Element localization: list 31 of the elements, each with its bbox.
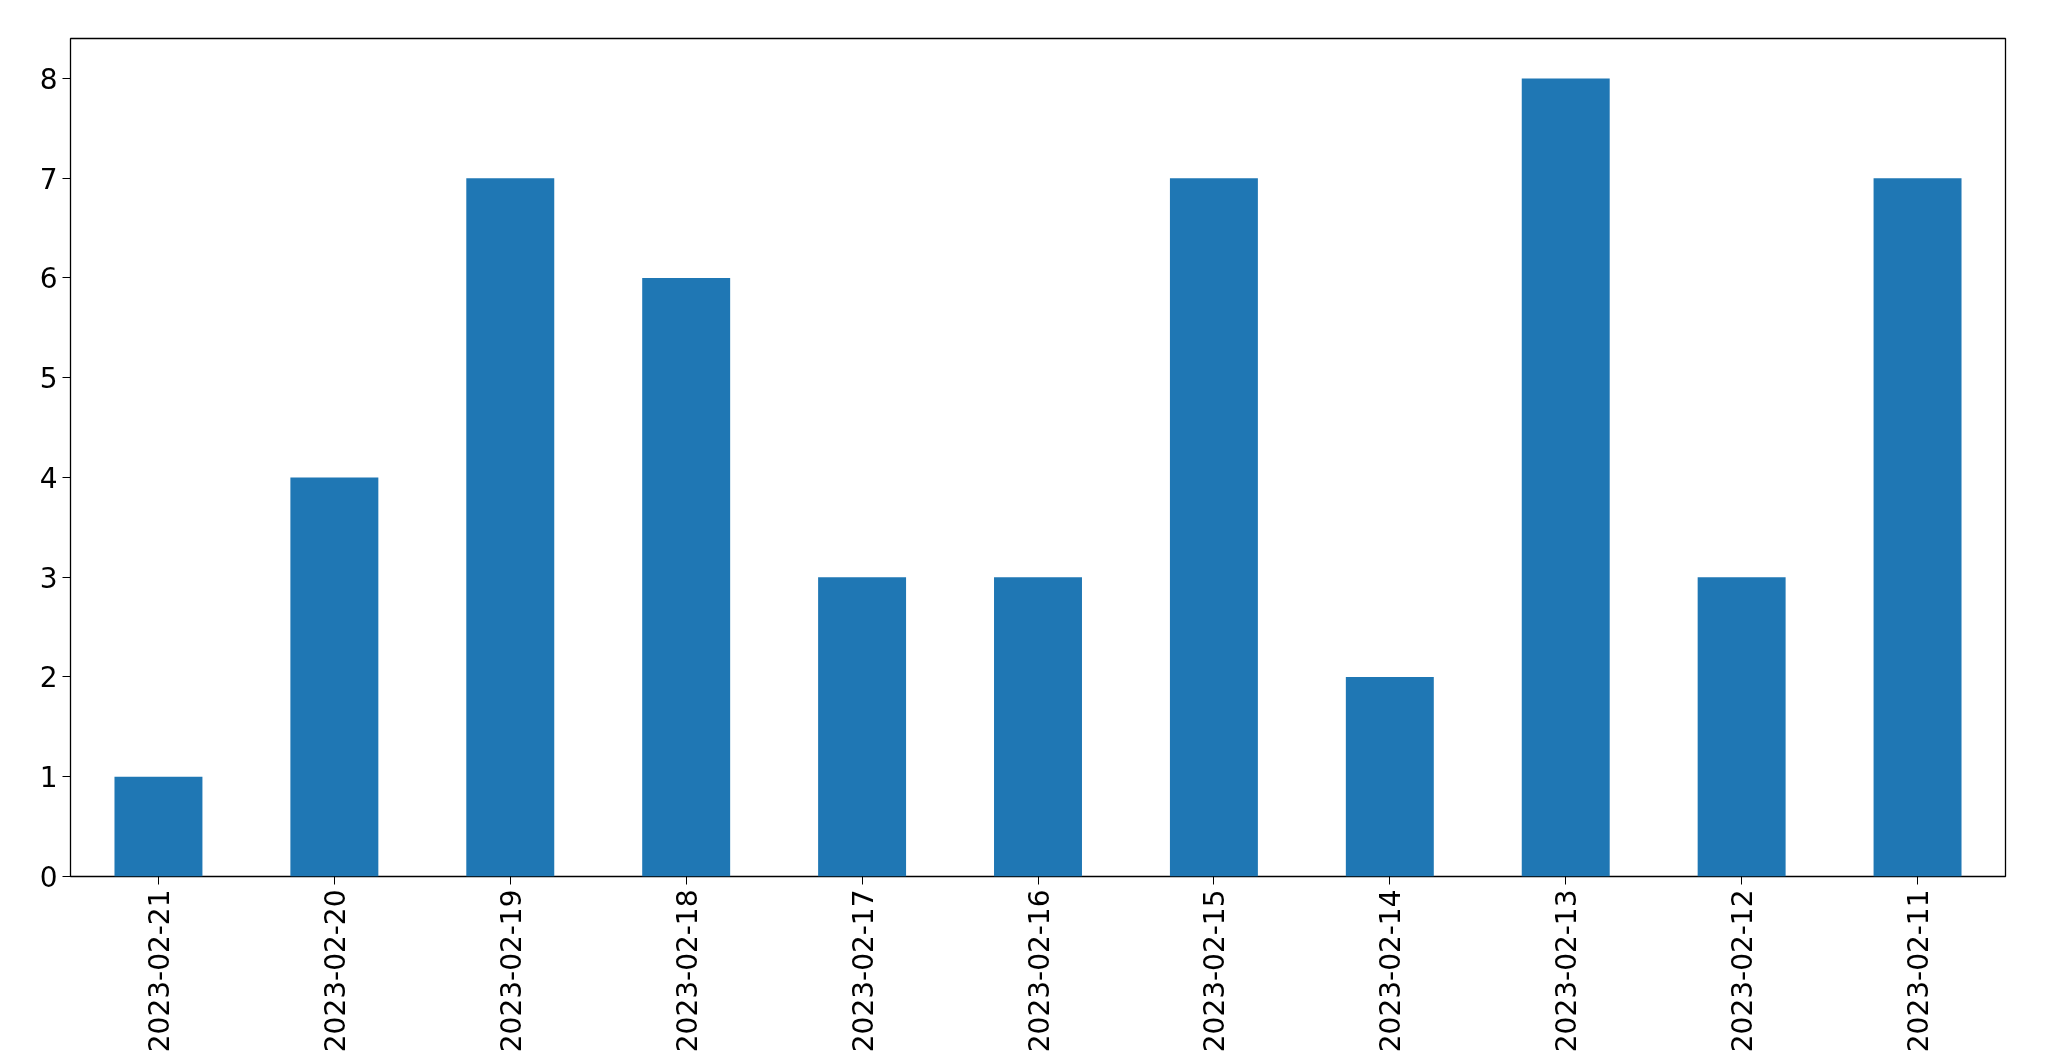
x-tick-label: 2023-02-16: [1022, 889, 1056, 1053]
bar: [1873, 178, 1962, 877]
y-tick-label: 3: [39, 561, 58, 595]
bar: [642, 277, 731, 877]
bar: [818, 577, 907, 877]
x-tick-label: 2023-02-12: [1726, 889, 1760, 1053]
x-tick-label: 2023-02-15: [1198, 889, 1232, 1053]
x-tick-label: 2023-02-19: [494, 889, 528, 1053]
x-tick-label: 2023-02-21: [142, 889, 176, 1053]
y-tick-label: 5: [39, 362, 58, 396]
x-tick-label: 2023-02-17: [846, 889, 880, 1053]
y-tick-label: 7: [39, 162, 58, 196]
y-tick-label: 1: [39, 761, 58, 795]
bar: [466, 178, 555, 877]
bar: [1521, 78, 1610, 877]
x-tick-label: 2023-02-14: [1374, 889, 1408, 1053]
x-tick-label: 2023-02-18: [670, 889, 704, 1053]
bar: [1169, 178, 1258, 877]
x-tick-label: 2023-02-11: [1902, 889, 1936, 1053]
bar: [994, 577, 1082, 877]
x-tick-label: 2023-02-20: [318, 889, 352, 1053]
bar: [1345, 676, 1434, 877]
y-tick-label: 2: [39, 661, 58, 695]
bar: [114, 776, 203, 877]
y-tick-label: 0: [39, 861, 58, 894]
bar: [290, 477, 379, 877]
y-tick-label: 4: [39, 461, 58, 495]
bar: [1697, 577, 1786, 877]
x-tick-label: 2023-02-13: [1550, 889, 1584, 1053]
y-tick-label: 8: [39, 62, 58, 96]
y-tick-label: 6: [39, 262, 58, 296]
